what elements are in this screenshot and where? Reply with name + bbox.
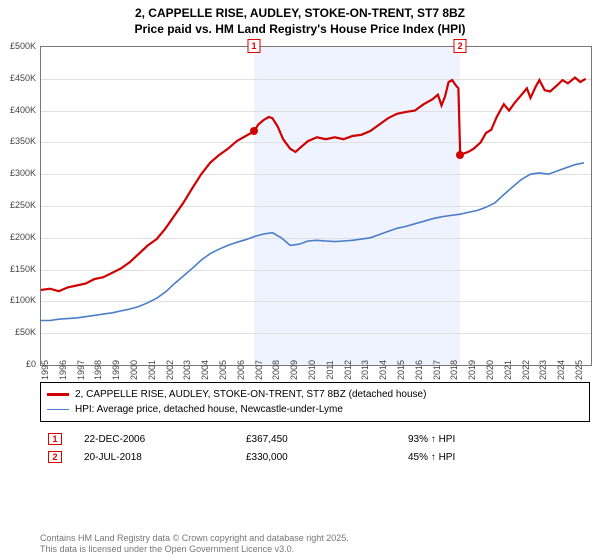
x-tick-label: 2013 — [360, 360, 370, 380]
x-tick-label: 2004 — [200, 360, 210, 380]
x-tick-label: 2009 — [289, 360, 299, 380]
x-tick-label: 1999 — [111, 360, 121, 380]
x-tick-label: 2011 — [325, 360, 335, 379]
x-tick-label: 2025 — [574, 360, 584, 380]
x-tick-label: 2016 — [414, 360, 424, 380]
y-tick-label: £300K — [0, 168, 36, 178]
y-tick-label: £200K — [0, 232, 36, 242]
legend: 2, CAPPELLE RISE, AUDLEY, STOKE-ON-TRENT… — [40, 382, 590, 422]
footer-line-2: This data is licensed under the Open Gov… — [40, 544, 349, 556]
x-tick-label: 2020 — [485, 360, 495, 380]
x-tick-label: 1997 — [76, 360, 86, 380]
x-tick-label: 2022 — [521, 360, 531, 380]
x-tick-label: 2005 — [218, 360, 228, 380]
title-line-2: Price paid vs. HM Land Registry's House … — [0, 22, 600, 38]
y-tick-label: £150K — [0, 264, 36, 274]
y-tick-label: £0 — [0, 359, 36, 369]
y-tick-label: £50K — [0, 327, 36, 337]
x-tick-label: 2017 — [432, 360, 442, 380]
x-tick-label: 2023 — [538, 360, 548, 380]
table-row: 1 22-DEC-2006 £367,450 93% ↑ HPI — [40, 430, 590, 448]
legend-row: HPI: Average price, detached house, Newc… — [47, 402, 583, 417]
event-table: 1 22-DEC-2006 £367,450 93% ↑ HPI 2 20-JUL-201… — [40, 430, 590, 466]
x-tick-label: 2008 — [271, 360, 281, 380]
x-tick-label: 2003 — [182, 360, 192, 380]
x-tick-label: 2024 — [556, 360, 566, 380]
y-tick-label: £450K — [0, 73, 36, 83]
x-tick-label: 2021 — [503, 360, 513, 380]
y-tick-label: £100K — [0, 295, 36, 305]
title-line-1: 2, CAPPELLE RISE, AUDLEY, STOKE-ON-TRENT… — [0, 6, 600, 22]
x-tick-label: 2000 — [129, 360, 139, 380]
table-date: 22-DEC-2006 — [84, 434, 224, 445]
marker-label-2: 2 — [454, 39, 467, 53]
footer: Contains HM Land Registry data © Crown c… — [40, 533, 349, 556]
marker-dot-1 — [250, 127, 258, 135]
y-tick-label: £250K — [0, 200, 36, 210]
line-series-svg — [41, 47, 591, 365]
y-tick-label: £350K — [0, 136, 36, 146]
x-tick-label: 1998 — [93, 360, 103, 380]
footer-line-1: Contains HM Land Registry data © Crown c… — [40, 533, 349, 545]
marker-dot-2 — [456, 151, 464, 159]
x-tick-label: 2012 — [343, 360, 353, 380]
x-tick-label: 2015 — [396, 360, 406, 380]
series-price_paid — [41, 78, 586, 292]
legend-row: 2, CAPPELLE RISE, AUDLEY, STOKE-ON-TRENT… — [47, 387, 583, 402]
marker-label-1: 1 — [248, 39, 261, 53]
x-tick-label: 2002 — [165, 360, 175, 380]
title-block: 2, CAPPELLE RISE, AUDLEY, STOKE-ON-TRENT… — [0, 0, 600, 37]
legend-swatch — [47, 393, 69, 395]
table-price: £330,000 — [246, 452, 386, 463]
y-tick-label: £500K — [0, 41, 36, 51]
chart-container: 2, CAPPELLE RISE, AUDLEY, STOKE-ON-TRENT… — [0, 0, 600, 560]
y-tick-label: £400K — [0, 105, 36, 115]
x-tick-label: 1996 — [58, 360, 68, 380]
table-marker-box: 2 — [48, 451, 62, 463]
x-tick-label: 2014 — [378, 360, 388, 380]
x-tick-label: 2018 — [449, 360, 459, 380]
series-hpi — [41, 163, 584, 321]
table-row: 2 20-JUL-2018 £330,000 45% ↑ HPI — [40, 448, 590, 466]
x-tick-label: 2019 — [467, 360, 477, 380]
legend-label: HPI: Average price, detached house, Newc… — [75, 402, 343, 417]
table-price: £367,450 — [246, 434, 386, 445]
table-marker-box: 1 — [48, 433, 62, 445]
x-tick-label: 2007 — [254, 360, 264, 380]
x-tick-label: 2001 — [147, 360, 157, 380]
table-date: 20-JUL-2018 — [84, 452, 224, 463]
plot-area: 12 — [40, 46, 592, 366]
x-tick-label: 1995 — [40, 360, 50, 380]
legend-swatch — [47, 409, 69, 411]
table-pct: 45% ↑ HPI — [408, 452, 548, 463]
x-tick-label: 2010 — [307, 360, 317, 380]
x-tick-label: 2006 — [236, 360, 246, 380]
table-pct: 93% ↑ HPI — [408, 434, 548, 445]
legend-label: 2, CAPPELLE RISE, AUDLEY, STOKE-ON-TRENT… — [75, 387, 426, 402]
